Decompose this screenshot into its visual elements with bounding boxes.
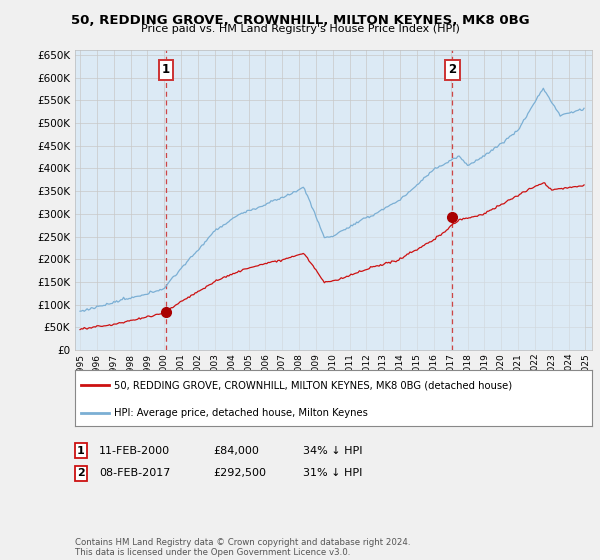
Text: £292,500: £292,500	[213, 468, 266, 478]
Text: 2: 2	[77, 468, 85, 478]
Text: 50, REDDING GROVE, CROWNHILL, MILTON KEYNES, MK8 0BG (detached house): 50, REDDING GROVE, CROWNHILL, MILTON KEY…	[114, 380, 512, 390]
Text: 2: 2	[448, 63, 457, 76]
Text: Contains HM Land Registry data © Crown copyright and database right 2024.
This d: Contains HM Land Registry data © Crown c…	[75, 538, 410, 557]
Text: HPI: Average price, detached house, Milton Keynes: HPI: Average price, detached house, Milt…	[114, 408, 368, 418]
Text: 11-FEB-2000: 11-FEB-2000	[99, 446, 170, 456]
Text: 31% ↓ HPI: 31% ↓ HPI	[303, 468, 362, 478]
Text: Price paid vs. HM Land Registry's House Price Index (HPI): Price paid vs. HM Land Registry's House …	[140, 24, 460, 34]
Text: 34% ↓ HPI: 34% ↓ HPI	[303, 446, 362, 456]
Text: 50, REDDING GROVE, CROWNHILL, MILTON KEYNES, MK8 0BG: 50, REDDING GROVE, CROWNHILL, MILTON KEY…	[71, 14, 529, 27]
Text: 1: 1	[77, 446, 85, 456]
Text: £84,000: £84,000	[213, 446, 259, 456]
Text: 08-FEB-2017: 08-FEB-2017	[99, 468, 170, 478]
Text: 1: 1	[162, 63, 170, 76]
